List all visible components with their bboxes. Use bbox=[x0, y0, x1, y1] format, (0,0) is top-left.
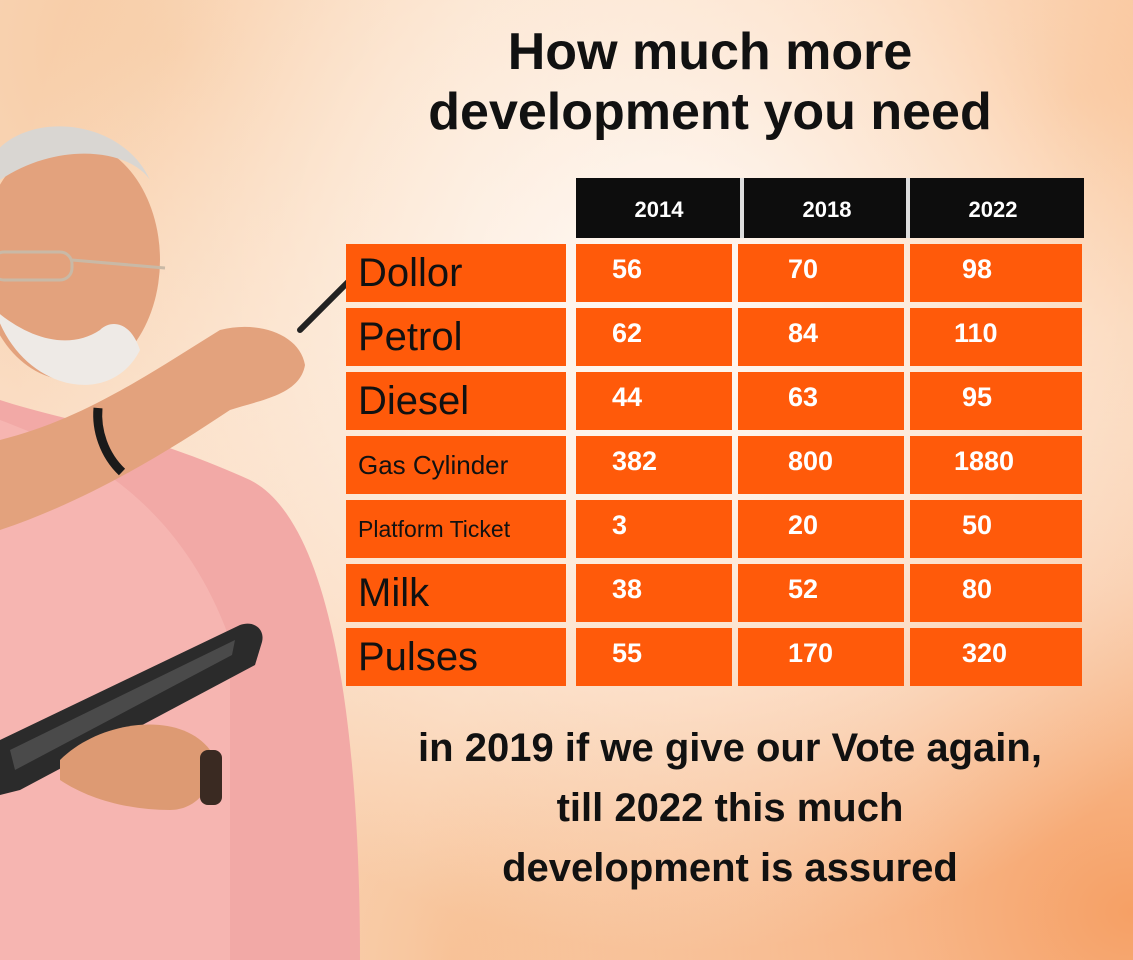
table-row: Diesel 44 63 95 bbox=[344, 372, 1084, 430]
value-cell-2018: 52 bbox=[738, 564, 904, 622]
value-cell-2018: 70 bbox=[738, 244, 904, 302]
year-header-2014: 2014 bbox=[634, 197, 684, 222]
value-cell-2022: 1880 bbox=[910, 436, 1082, 494]
value: 382 bbox=[612, 446, 658, 476]
row-label-cell: Milk bbox=[346, 564, 566, 622]
value: 62 bbox=[612, 318, 643, 348]
year-header-row: 2014 2018 2022 bbox=[576, 178, 1084, 238]
row-label: Milk bbox=[358, 571, 430, 615]
value-cell-2014: 38 bbox=[576, 564, 732, 622]
value-cell-2022: 320 bbox=[910, 628, 1082, 686]
value: 44 bbox=[612, 382, 643, 412]
value-cell-2014: 3 bbox=[576, 500, 732, 558]
table-row: Dollor 56 70 98 bbox=[344, 244, 1084, 302]
value: 110 bbox=[954, 318, 998, 348]
row-label-cell: Pulses bbox=[346, 628, 566, 686]
value-cell-2018: 20 bbox=[738, 500, 904, 558]
value: 800 bbox=[788, 446, 834, 476]
value: 80 bbox=[962, 574, 993, 604]
value: 320 bbox=[962, 638, 1008, 668]
value: 70 bbox=[788, 254, 819, 284]
value-cell-2014: 55 bbox=[576, 628, 732, 686]
value: 50 bbox=[962, 510, 993, 540]
value: 98 bbox=[962, 254, 993, 284]
value: 170 bbox=[788, 638, 834, 668]
value: 1880 bbox=[954, 446, 1015, 476]
value: 56 bbox=[612, 254, 643, 284]
headline-line-1: How much more bbox=[507, 23, 913, 81]
value-cell-2022: 80 bbox=[910, 564, 1082, 622]
footer-line-2: till 2022 this much bbox=[556, 786, 904, 830]
row-label-cell: Diesel bbox=[346, 372, 566, 430]
value-cell-2022: 98 bbox=[910, 244, 1082, 302]
value-cell-2014: 56 bbox=[576, 244, 732, 302]
value: 55 bbox=[612, 638, 643, 668]
table-row: Petrol 62 84 110 bbox=[344, 308, 1084, 366]
year-header-2022: 2022 bbox=[906, 178, 1076, 238]
row-label-cell: Dollor bbox=[346, 244, 566, 302]
footer-message: in 2019 if we give our Vote again, till … bbox=[340, 718, 1120, 898]
footer-line-1: in 2019 if we give our Vote again, bbox=[418, 726, 1042, 770]
year-header-2018: 2018 bbox=[740, 178, 910, 238]
row-label: Petrol bbox=[358, 315, 463, 359]
pointing-man-illustration bbox=[0, 126, 360, 960]
value: 3 bbox=[612, 510, 628, 540]
value: 20 bbox=[788, 510, 819, 540]
row-label-cell: Gas Cylinder bbox=[346, 436, 566, 494]
value-cell-2014: 382 bbox=[576, 436, 732, 494]
value-cell-2022: 95 bbox=[910, 372, 1082, 430]
row-label: Dollor bbox=[358, 251, 463, 295]
value-cell-2018: 84 bbox=[738, 308, 904, 366]
value-cell-2018: 63 bbox=[738, 372, 904, 430]
value: 84 bbox=[788, 318, 819, 348]
table-row: Pulses 55 170 320 bbox=[344, 628, 1084, 686]
table-row: Platform Ticket 3 20 50 bbox=[344, 500, 1084, 558]
value-cell-2014: 44 bbox=[576, 372, 732, 430]
value: 63 bbox=[788, 382, 819, 412]
row-label-cell: Petrol bbox=[346, 308, 566, 366]
table-row: Milk 38 52 80 bbox=[344, 564, 1084, 622]
headline: How much more development you need bbox=[300, 22, 1120, 142]
row-label: Diesel bbox=[358, 379, 470, 423]
row-label: Gas Cylinder bbox=[358, 450, 509, 480]
footer-line-3: development is assured bbox=[502, 846, 958, 890]
row-label-cell: Platform Ticket bbox=[346, 500, 566, 558]
value: 38 bbox=[612, 574, 643, 604]
value: 52 bbox=[788, 574, 819, 604]
row-label: Platform Ticket bbox=[358, 516, 511, 542]
headline-line-2: development you need bbox=[428, 83, 992, 141]
value-cell-2014: 62 bbox=[576, 308, 732, 366]
value-cell-2022: 50 bbox=[910, 500, 1082, 558]
row-label: Pulses bbox=[358, 635, 479, 679]
value-cell-2018: 170 bbox=[738, 628, 904, 686]
value-cell-2018: 800 bbox=[738, 436, 904, 494]
value: 95 bbox=[962, 382, 993, 412]
table-row: Gas Cylinder 382 800 1880 bbox=[344, 436, 1084, 494]
value-cell-2022: 110 bbox=[910, 308, 1082, 366]
